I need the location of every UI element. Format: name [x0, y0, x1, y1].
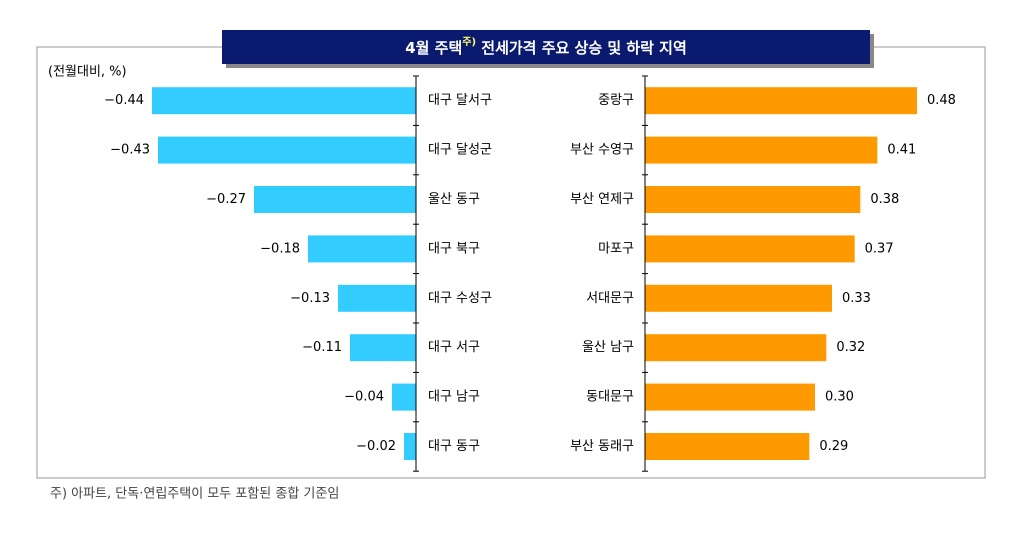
bar	[645, 284, 832, 312]
bar	[308, 235, 416, 263]
category-label: 부산 연제구	[570, 192, 634, 207]
bar	[404, 433, 416, 460]
category-label: 부산 수영구	[570, 143, 634, 158]
value-label: −0.04	[344, 390, 384, 405]
category-label: 중랑구	[598, 93, 634, 108]
bar	[350, 334, 416, 362]
chart-title: 4월 주택주) 전세가격 주요 상승 및 하락 지역	[405, 36, 687, 57]
value-label: 0.33	[842, 291, 871, 306]
bar	[392, 383, 416, 411]
category-label: 마포구	[598, 241, 634, 256]
category-label: 대구 북구	[428, 241, 480, 256]
category-label: 동대문구	[586, 390, 634, 405]
category-label: 대구 동구	[428, 439, 480, 454]
value-label: −0.02	[356, 439, 396, 454]
bar	[254, 186, 416, 213]
title-part: 전세가격 주요 상승 및 하락 지역	[476, 39, 687, 57]
bar	[645, 87, 917, 115]
title-part: 4월 주택	[405, 39, 462, 57]
bar	[158, 136, 416, 164]
category-label: 대구 남구	[428, 390, 480, 405]
frame	[36, 46, 986, 479]
category-label: 대구 수성구	[428, 291, 492, 306]
title-box	[222, 30, 870, 64]
bar	[152, 87, 416, 115]
bar	[645, 433, 810, 460]
bar	[645, 383, 815, 411]
bar	[338, 284, 416, 312]
category-label: 대구 달서구	[428, 93, 492, 108]
value-label: −0.13	[290, 291, 330, 306]
category-label: 대구 달성군	[428, 143, 492, 158]
category-label: 대구 서구	[428, 340, 480, 355]
value-label: 0.38	[870, 192, 899, 207]
bar	[645, 235, 855, 263]
value-label: 0.48	[927, 93, 956, 108]
value-label: −0.11	[302, 340, 342, 355]
category-label: 서대문구	[586, 291, 634, 306]
value-label: 0.41	[887, 143, 916, 158]
category-label: 부산 동래구	[570, 439, 634, 454]
category-label: 울산 동구	[428, 192, 480, 207]
bar	[645, 186, 861, 213]
title-sup: 주)	[462, 36, 476, 48]
value-label: 0.29	[819, 439, 848, 454]
value-label: −0.27	[206, 192, 246, 207]
value-label: −0.44	[104, 93, 144, 108]
bar	[645, 136, 878, 164]
bar	[645, 334, 827, 362]
value-label: −0.18	[260, 241, 300, 256]
footnote: 주) 아파트, 단독·연립주택이 모두 포함된 종합 기준임	[50, 487, 339, 502]
unit-label: (전월대비, %)	[48, 65, 127, 80]
value-label: 0.30	[825, 390, 854, 405]
value-label: −0.43	[110, 143, 150, 158]
category-label: 울산 남구	[582, 340, 634, 355]
value-label: 0.37	[865, 241, 894, 256]
value-label: 0.32	[836, 340, 865, 355]
